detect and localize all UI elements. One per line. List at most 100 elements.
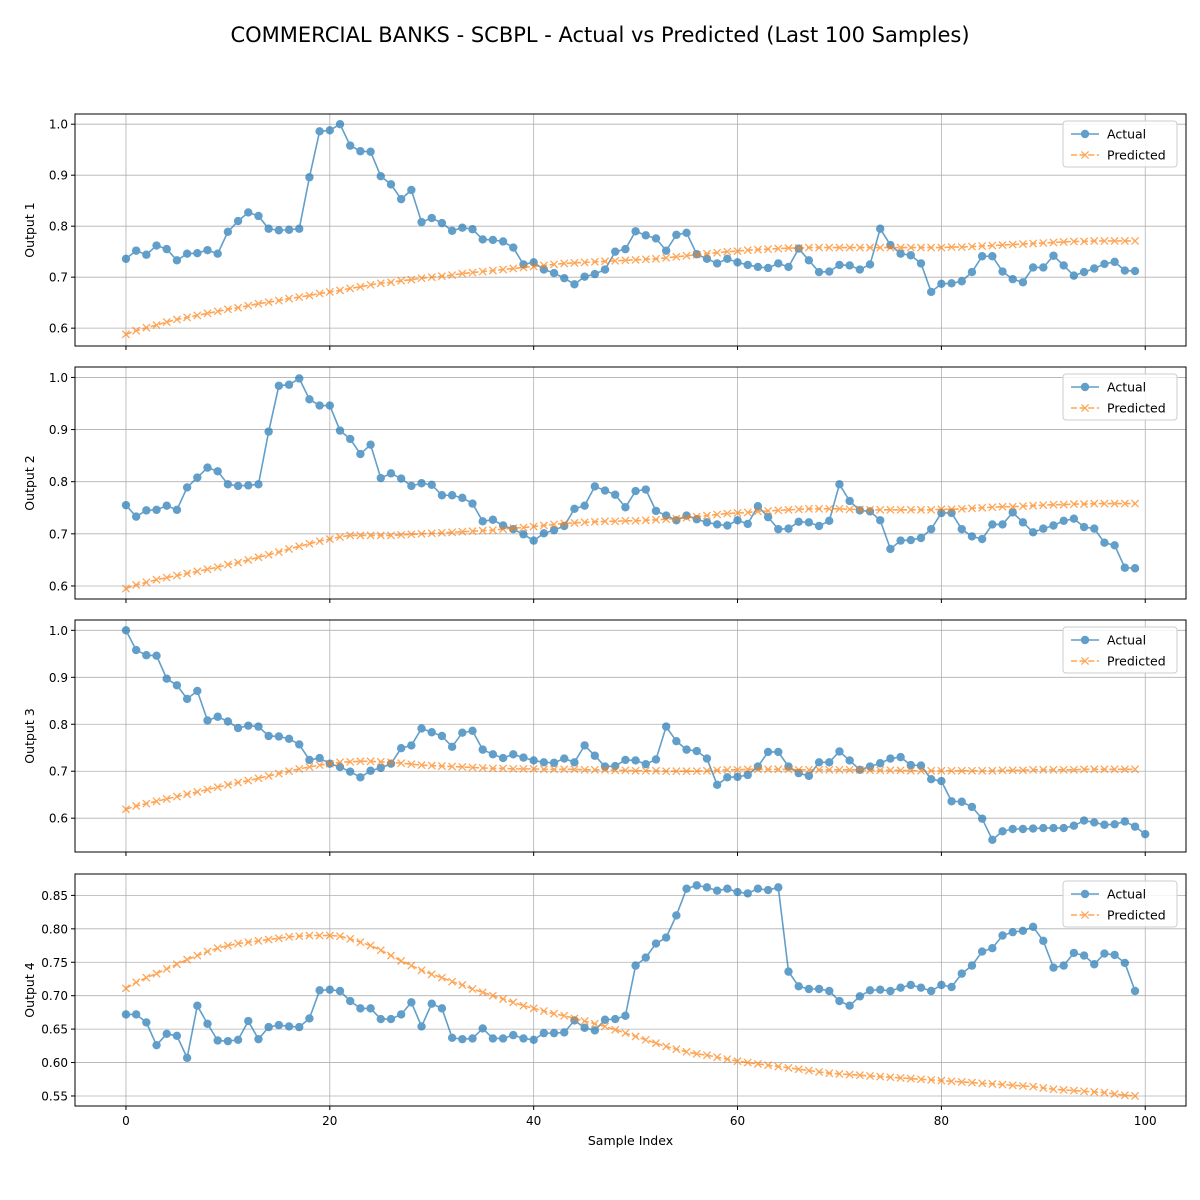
- data-point-predicted: [448, 977, 457, 986]
- data-point-predicted: [600, 765, 610, 774]
- data-point-actual: [407, 481, 416, 491]
- data-point-actual: [437, 1004, 447, 1013]
- data-point-actual: [295, 740, 304, 749]
- data-point-actual: [835, 747, 844, 756]
- legend-swatch-predicted: [1071, 910, 1099, 920]
- data-point-predicted: [1080, 1087, 1089, 1096]
- data-point-predicted: [1120, 499, 1129, 508]
- data-point-predicted: [499, 764, 508, 773]
- data-point-predicted: [723, 247, 732, 256]
- data-point-actual: [825, 516, 834, 525]
- data-point-actual: [1039, 263, 1048, 272]
- data-point-actual: [651, 755, 661, 764]
- series-line-predicted: [125, 240, 1136, 336]
- data-point-predicted: [988, 1079, 997, 1088]
- data-point-actual: [712, 259, 722, 268]
- data-point-predicted: [478, 526, 487, 535]
- data-point-actual: [957, 277, 966, 286]
- data-point-actual: [498, 753, 508, 763]
- legend-swatch-predicted: [1071, 150, 1099, 160]
- data-point-actual: [468, 499, 477, 508]
- data-point-predicted: [315, 761, 324, 770]
- data-point-predicted: [366, 757, 375, 766]
- data-point-actual: [509, 1030, 518, 1040]
- data-point-predicted: [162, 964, 171, 973]
- data-point-predicted: [1100, 236, 1109, 246]
- data-point-actual: [468, 225, 477, 234]
- data-point-predicted: [1049, 765, 1058, 774]
- data-point-actual: [590, 1026, 600, 1035]
- data-point-predicted: [723, 765, 732, 774]
- data-point-actual: [172, 681, 182, 690]
- data-point-actual: [641, 485, 650, 494]
- data-point-actual: [855, 992, 865, 1001]
- data-point-predicted: [641, 516, 650, 525]
- data-point-actual: [549, 525, 559, 535]
- data-point-actual: [162, 244, 171, 254]
- data-point-predicted: [1018, 766, 1027, 775]
- data-point-actual: [845, 261, 854, 270]
- data-point-predicted: [682, 513, 691, 522]
- data-point-predicted: [723, 509, 732, 518]
- data-point-predicted: [121, 330, 131, 339]
- data-point-actual: [1018, 824, 1028, 834]
- data-point-actual: [865, 986, 875, 995]
- y-tick-label: 0.8: [49, 475, 68, 489]
- data-point-actual: [488, 1034, 498, 1043]
- data-point-predicted: [549, 765, 559, 774]
- data-point-actual: [957, 797, 966, 806]
- data-point-actual: [539, 758, 549, 767]
- data-point-predicted: [549, 1009, 559, 1018]
- data-point-predicted: [876, 766, 885, 775]
- data-point-actual: [621, 755, 630, 765]
- data-point-actual: [784, 967, 793, 976]
- data-point-predicted: [998, 766, 1007, 775]
- legend-marker: [1080, 382, 1090, 392]
- data-point-predicted: [804, 504, 813, 513]
- data-point-predicted: [784, 1063, 793, 1072]
- data-point-actual: [366, 766, 375, 775]
- data-point-predicted: [458, 980, 467, 990]
- data-point-predicted: [1130, 765, 1140, 774]
- data-point-actual: [1008, 508, 1017, 517]
- data-point-predicted: [682, 251, 691, 260]
- data-point-predicted: [896, 243, 905, 252]
- data-point-predicted: [305, 931, 314, 940]
- data-point-predicted: [417, 966, 426, 975]
- data-point-actual: [142, 250, 151, 259]
- data-point-predicted: [223, 941, 232, 950]
- data-point-actual: [804, 984, 814, 994]
- data-point-actual: [478, 1024, 487, 1033]
- data-point-actual: [926, 775, 936, 784]
- data-point-actual: [712, 780, 722, 790]
- data-point-actual: [1049, 823, 1058, 833]
- data-point-predicted: [437, 528, 446, 537]
- data-point-predicted: [305, 291, 314, 300]
- data-point-actual: [519, 753, 528, 762]
- data-point-actual: [1059, 823, 1068, 833]
- data-point-predicted: [509, 264, 518, 273]
- data-point-actual: [825, 986, 834, 996]
- data-point-predicted: [855, 243, 864, 252]
- data-point-predicted: [264, 935, 273, 944]
- data-point-predicted: [713, 766, 722, 775]
- data-point-actual: [152, 241, 161, 250]
- data-point-actual: [876, 985, 885, 994]
- data-point-predicted: [152, 797, 161, 806]
- data-point-actual: [203, 245, 212, 255]
- data-point-actual: [712, 886, 722, 895]
- data-point-predicted: [764, 506, 773, 515]
- data-point-predicted: [713, 248, 722, 257]
- series-line-actual: [125, 377, 1136, 570]
- data-point-predicted: [906, 1074, 915, 1083]
- data-point-predicted: [1039, 1083, 1048, 1093]
- data-point-predicted: [835, 243, 844, 252]
- data-point-actual: [896, 249, 905, 258]
- data-point-predicted: [193, 311, 202, 320]
- data-point-predicted: [142, 323, 151, 332]
- data-point-predicted: [764, 245, 773, 254]
- data-point-predicted: [315, 537, 324, 546]
- data-point-predicted: [702, 766, 712, 775]
- data-point-actual: [1120, 266, 1130, 275]
- data-point-predicted: [254, 936, 263, 945]
